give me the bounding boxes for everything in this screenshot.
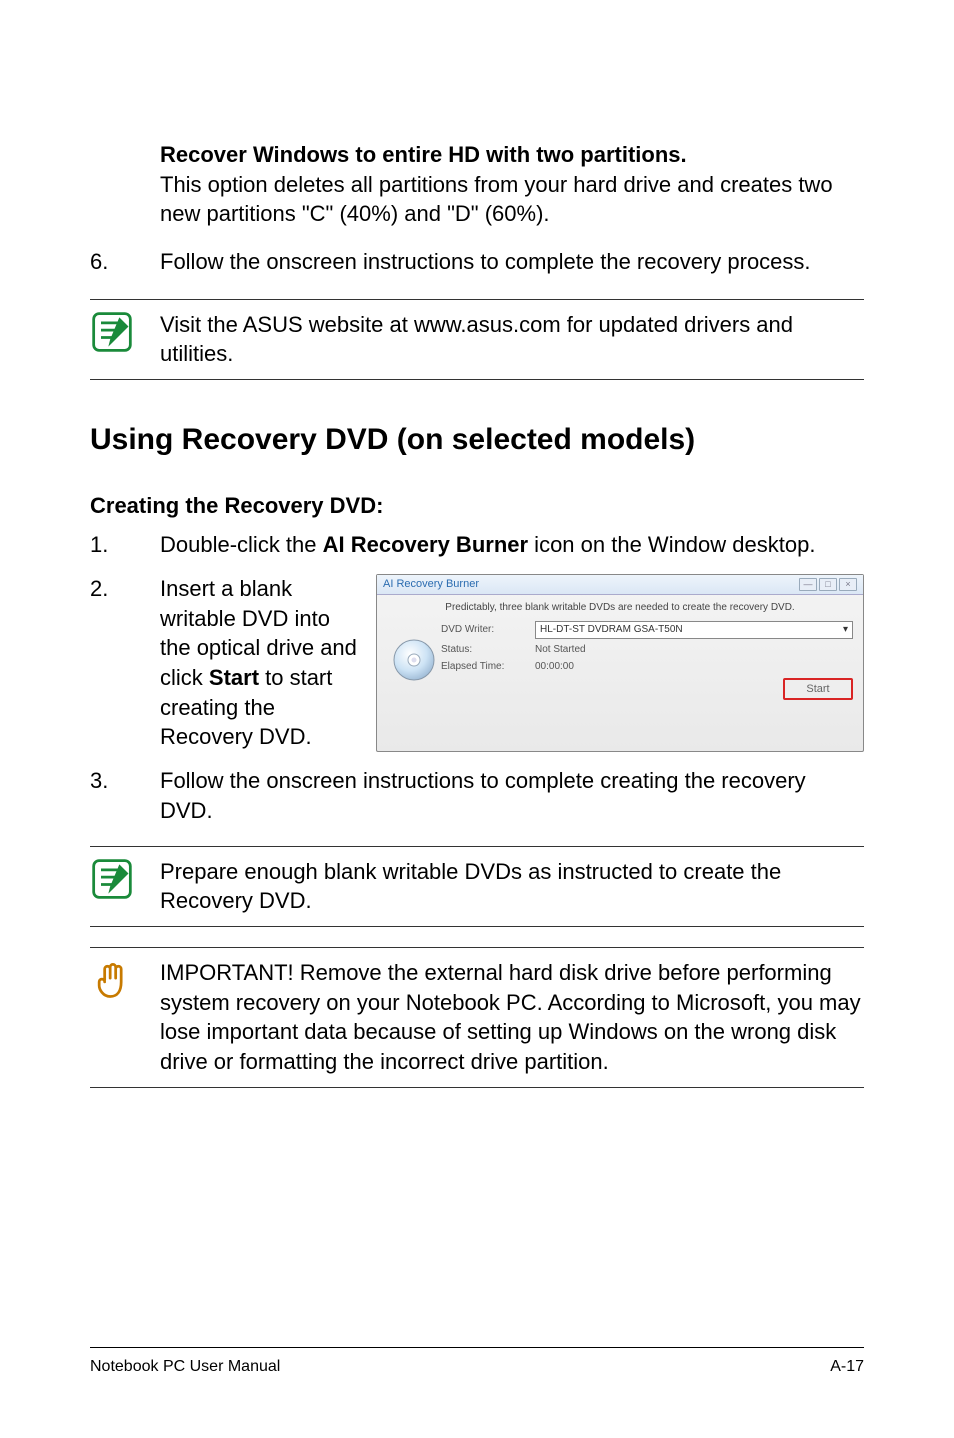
dvd-writer-label: DVD Writer: xyxy=(441,623,527,637)
step-3-text: Follow the onscreen instructions to comp… xyxy=(160,766,864,825)
important-text: IMPORTANT! Remove the external hard disk… xyxy=(160,958,864,1077)
step-1-post: icon on the Window desktop. xyxy=(528,532,815,557)
step-1-pre: Double-click the xyxy=(160,532,323,557)
note-icon xyxy=(90,857,160,901)
note-1-text: Visit the ASUS website at www.asus.com f… xyxy=(160,310,864,369)
important-icon xyxy=(90,958,160,1002)
elapsed-value: 00:00:00 xyxy=(535,660,574,674)
chevron-down-icon: ▾ xyxy=(843,623,848,637)
window-titlebar: AI Recovery Burner — □ × xyxy=(377,575,863,595)
window-minimize-button[interactable]: — xyxy=(799,578,817,591)
step-number-3: 3. xyxy=(90,766,160,825)
note-icon xyxy=(90,310,160,354)
window-title: AI Recovery Burner xyxy=(383,577,479,592)
ai-recovery-burner-window: AI Recovery Burner — □ × Predictably, th… xyxy=(376,574,864,752)
option-text: This option deletes all partitions from … xyxy=(160,170,864,229)
step-number-6: 6. xyxy=(90,247,160,277)
dvd-writer-value: HL-DT-ST DVDRAM GSA-T50N xyxy=(540,623,683,637)
status-value: Not Started xyxy=(535,643,586,657)
creating-subtitle: Creating the Recovery DVD: xyxy=(90,491,864,521)
footer-right: A-17 xyxy=(830,1356,864,1378)
step-2-text: Insert a blank writable DVD into the opt… xyxy=(160,574,358,752)
footer-left: Notebook PC User Manual xyxy=(90,1356,280,1378)
hint-text: Predictably, three blank writable DVDs a… xyxy=(387,601,853,615)
option-heading: Recover Windows to entire HD with two pa… xyxy=(160,140,864,170)
disc-icon xyxy=(387,621,441,700)
step-number-2: 2. xyxy=(90,574,160,752)
step-number-1: 1. xyxy=(90,530,160,560)
window-maximize-button[interactable]: □ xyxy=(819,578,837,591)
dvd-writer-select[interactable]: HL-DT-ST DVDRAM GSA-T50N ▾ xyxy=(535,621,853,639)
step-1-bold: AI Recovery Burner xyxy=(323,532,528,557)
step-6-text: Follow the onscreen instructions to comp… xyxy=(160,247,864,277)
step-2-bold: Start xyxy=(209,665,259,690)
status-label: Status: xyxy=(441,643,527,657)
note-2-text: Prepare enough blank writable DVDs as in… xyxy=(160,857,864,916)
elapsed-label: Elapsed Time: xyxy=(441,660,527,674)
section-title: Using Recovery DVD (on selected models) xyxy=(90,420,864,461)
window-close-button[interactable]: × xyxy=(839,578,857,591)
step-1-text: Double-click the AI Recovery Burner icon… xyxy=(160,530,864,560)
start-button[interactable]: Start xyxy=(783,678,853,700)
